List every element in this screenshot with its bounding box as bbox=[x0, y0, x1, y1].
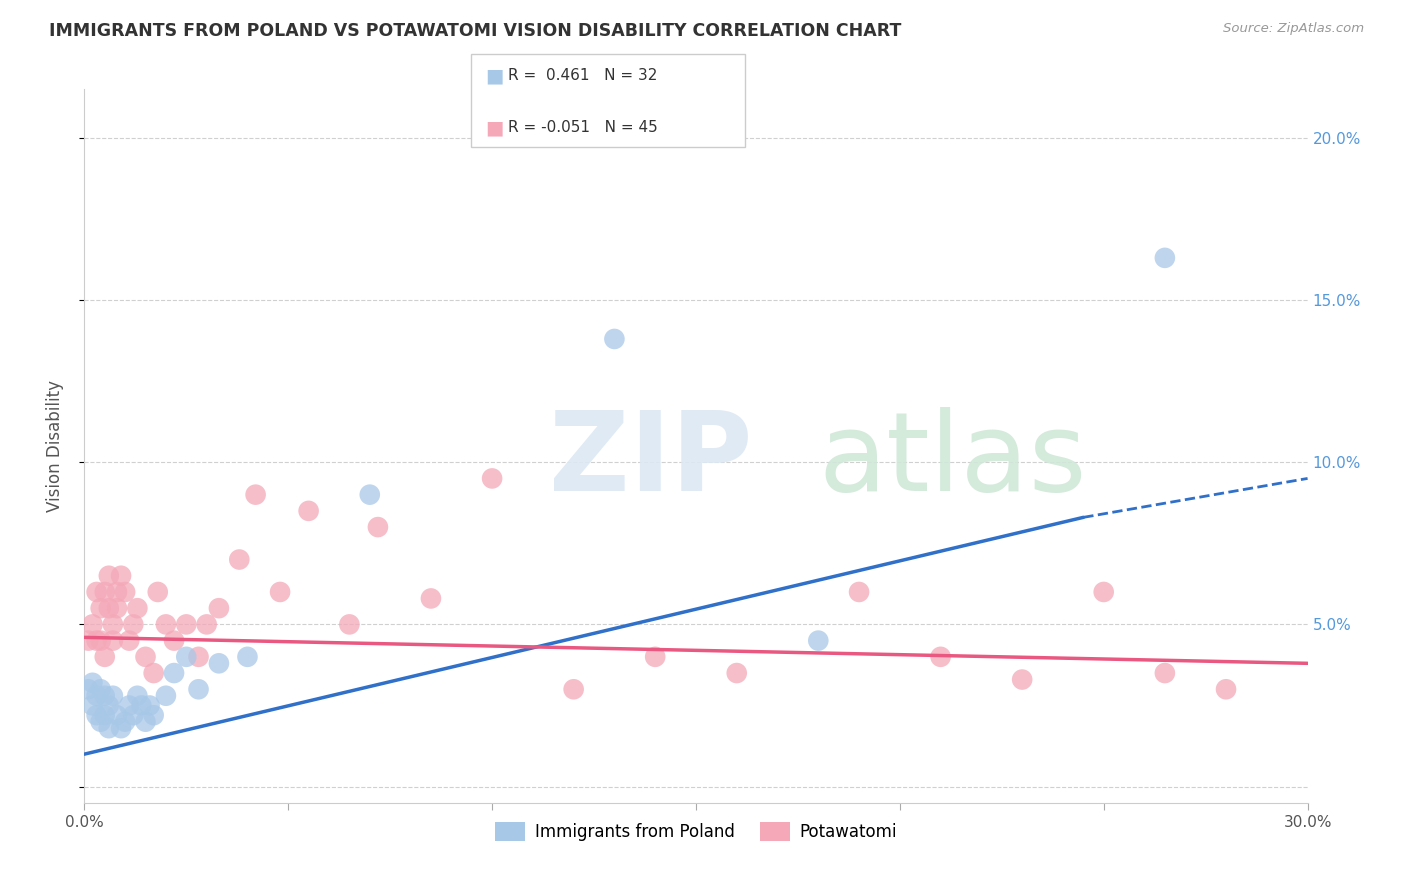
Point bbox=[90, 633, 112, 648]
Y-axis label: Vision Disability: Vision Disability bbox=[45, 380, 63, 512]
Text: ZIP: ZIP bbox=[550, 407, 752, 514]
Point bbox=[929, 649, 952, 664]
Text: atlas: atlas bbox=[818, 407, 1087, 514]
Point bbox=[562, 682, 585, 697]
Point bbox=[138, 698, 160, 713]
Point bbox=[135, 649, 157, 664]
Point bbox=[82, 698, 104, 713]
Point bbox=[97, 721, 120, 735]
Point bbox=[269, 585, 291, 599]
Text: R =  0.461   N = 32: R = 0.461 N = 32 bbox=[508, 69, 657, 83]
Point bbox=[105, 585, 128, 599]
Point bbox=[90, 682, 112, 697]
Point bbox=[208, 601, 231, 615]
Point bbox=[77, 633, 100, 648]
Point bbox=[848, 585, 870, 599]
Point bbox=[359, 488, 381, 502]
Point bbox=[1154, 251, 1177, 265]
Point bbox=[77, 682, 100, 697]
Point bbox=[86, 585, 108, 599]
Point bbox=[339, 617, 361, 632]
Point bbox=[122, 708, 145, 723]
Point bbox=[122, 617, 145, 632]
Point bbox=[146, 585, 169, 599]
Point bbox=[114, 585, 136, 599]
Point bbox=[97, 601, 120, 615]
Point bbox=[367, 520, 389, 534]
Point bbox=[93, 689, 115, 703]
Point bbox=[101, 633, 124, 648]
Point bbox=[236, 649, 259, 664]
Point bbox=[142, 666, 165, 681]
Point bbox=[155, 689, 177, 703]
Point bbox=[174, 617, 197, 632]
Point bbox=[1011, 673, 1033, 687]
Point bbox=[163, 633, 186, 648]
Point bbox=[155, 617, 177, 632]
Text: R = -0.051   N = 45: R = -0.051 N = 45 bbox=[508, 120, 658, 135]
Point bbox=[644, 649, 666, 664]
Point bbox=[114, 714, 136, 729]
Point bbox=[420, 591, 443, 606]
Text: Source: ZipAtlas.com: Source: ZipAtlas.com bbox=[1223, 22, 1364, 36]
Point bbox=[110, 721, 132, 735]
Point bbox=[298, 504, 321, 518]
Point bbox=[93, 708, 115, 723]
Point bbox=[187, 682, 209, 697]
Point bbox=[725, 666, 748, 681]
Point bbox=[82, 617, 104, 632]
Point bbox=[142, 708, 165, 723]
Point bbox=[118, 698, 141, 713]
Point bbox=[603, 332, 626, 346]
Point bbox=[105, 708, 128, 723]
Point bbox=[127, 601, 149, 615]
Point bbox=[481, 471, 503, 485]
Point bbox=[90, 601, 112, 615]
Point bbox=[195, 617, 218, 632]
Point bbox=[228, 552, 250, 566]
Point bbox=[105, 601, 128, 615]
Point bbox=[86, 633, 108, 648]
Legend: Immigrants from Poland, Potawatomi: Immigrants from Poland, Potawatomi bbox=[488, 815, 904, 848]
Point bbox=[97, 568, 120, 582]
Point bbox=[101, 617, 124, 632]
Text: ■: ■ bbox=[485, 118, 503, 137]
Point bbox=[93, 585, 115, 599]
Point bbox=[118, 633, 141, 648]
Point bbox=[97, 698, 120, 713]
Point bbox=[90, 714, 112, 729]
Point bbox=[93, 649, 115, 664]
Point bbox=[110, 568, 132, 582]
Text: ■: ■ bbox=[485, 66, 503, 86]
Point bbox=[127, 689, 149, 703]
Point bbox=[86, 689, 108, 703]
Point bbox=[82, 675, 104, 690]
Point bbox=[807, 633, 830, 648]
Point bbox=[131, 698, 153, 713]
Point bbox=[1215, 682, 1237, 697]
Point bbox=[187, 649, 209, 664]
Point bbox=[101, 689, 124, 703]
Text: IMMIGRANTS FROM POLAND VS POTAWATOMI VISION DISABILITY CORRELATION CHART: IMMIGRANTS FROM POLAND VS POTAWATOMI VIS… bbox=[49, 22, 901, 40]
Point bbox=[245, 488, 267, 502]
Point bbox=[1092, 585, 1115, 599]
Point bbox=[208, 657, 231, 671]
Point bbox=[86, 708, 108, 723]
Point bbox=[174, 649, 197, 664]
Point bbox=[163, 666, 186, 681]
Point bbox=[1154, 666, 1177, 681]
Point bbox=[135, 714, 157, 729]
